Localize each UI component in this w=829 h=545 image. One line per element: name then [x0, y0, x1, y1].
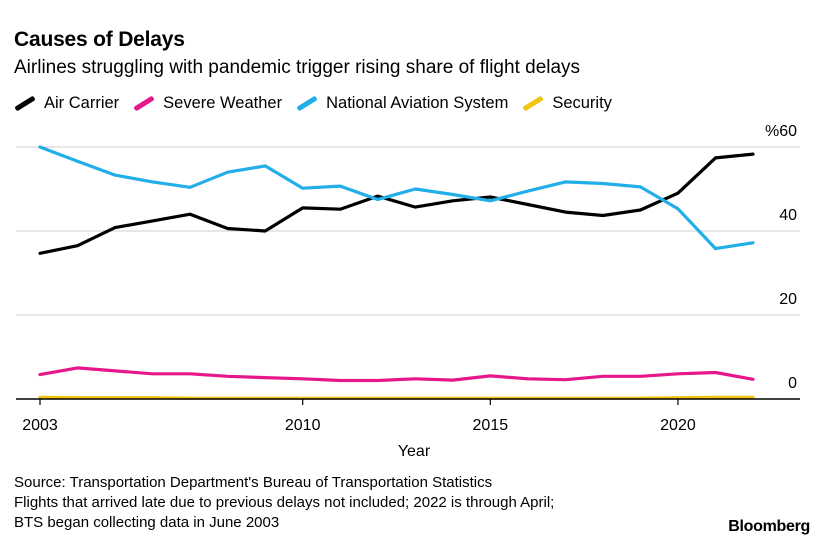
legend-item-air-carrier: Air Carrier — [14, 94, 119, 113]
x-tick-label-2003: 2003 — [22, 417, 58, 434]
y-tick-label-20: 20 — [779, 291, 797, 308]
legend-label-security: Security — [552, 94, 612, 112]
source-note: Source: Transportation Department's Bure… — [14, 473, 554, 533]
source-line-1: Source: Transportation Department's Bure… — [14, 474, 493, 491]
series-line-air-carrier — [38, 152, 755, 255]
legend-label-air-carrier: Air Carrier — [44, 94, 120, 112]
axis-layer: 0 20 40 %60 2003 2010 2015 2020 — [16, 123, 800, 434]
source-line-2: Flights that arrived late due to previou… — [14, 494, 555, 511]
series-line-severe-weather — [38, 366, 755, 383]
y-tick-label-40: 40 — [779, 207, 797, 224]
legend-label-severe-weather: Severe Weather — [163, 94, 283, 112]
y-tick-label-60: %60 — [765, 123, 797, 140]
legend-item-severe-weather: Severe Weather — [133, 94, 282, 113]
chart-title: Causes of Delays — [14, 28, 185, 51]
legend-item-national-aviation-system: National Aviation System — [296, 94, 508, 113]
legend: Air Carrier Severe Weather National Avia… — [14, 94, 626, 113]
y-tick-label-0: 0 — [788, 375, 797, 392]
x-axis-title: Year — [398, 443, 431, 460]
series-line-national-aviation-system — [38, 145, 755, 251]
x-tick-label-2020: 2020 — [660, 417, 696, 434]
legend-label-national-aviation-system: National Aviation System — [326, 94, 509, 112]
series-line-security — [38, 395, 755, 400]
series-layer — [38, 145, 755, 400]
x-tick-label-2010: 2010 — [285, 417, 321, 434]
chart-subtitle: Airlines struggling with pandemic trigge… — [14, 57, 581, 78]
legend-item-security: Security — [522, 94, 612, 113]
bloomberg-logo: Bloomberg — [728, 518, 810, 535]
source-line-3: BTS began collecting data in June 2003 — [14, 514, 280, 531]
x-tick-label-2015: 2015 — [473, 417, 509, 434]
grid-layer — [16, 146, 800, 316]
